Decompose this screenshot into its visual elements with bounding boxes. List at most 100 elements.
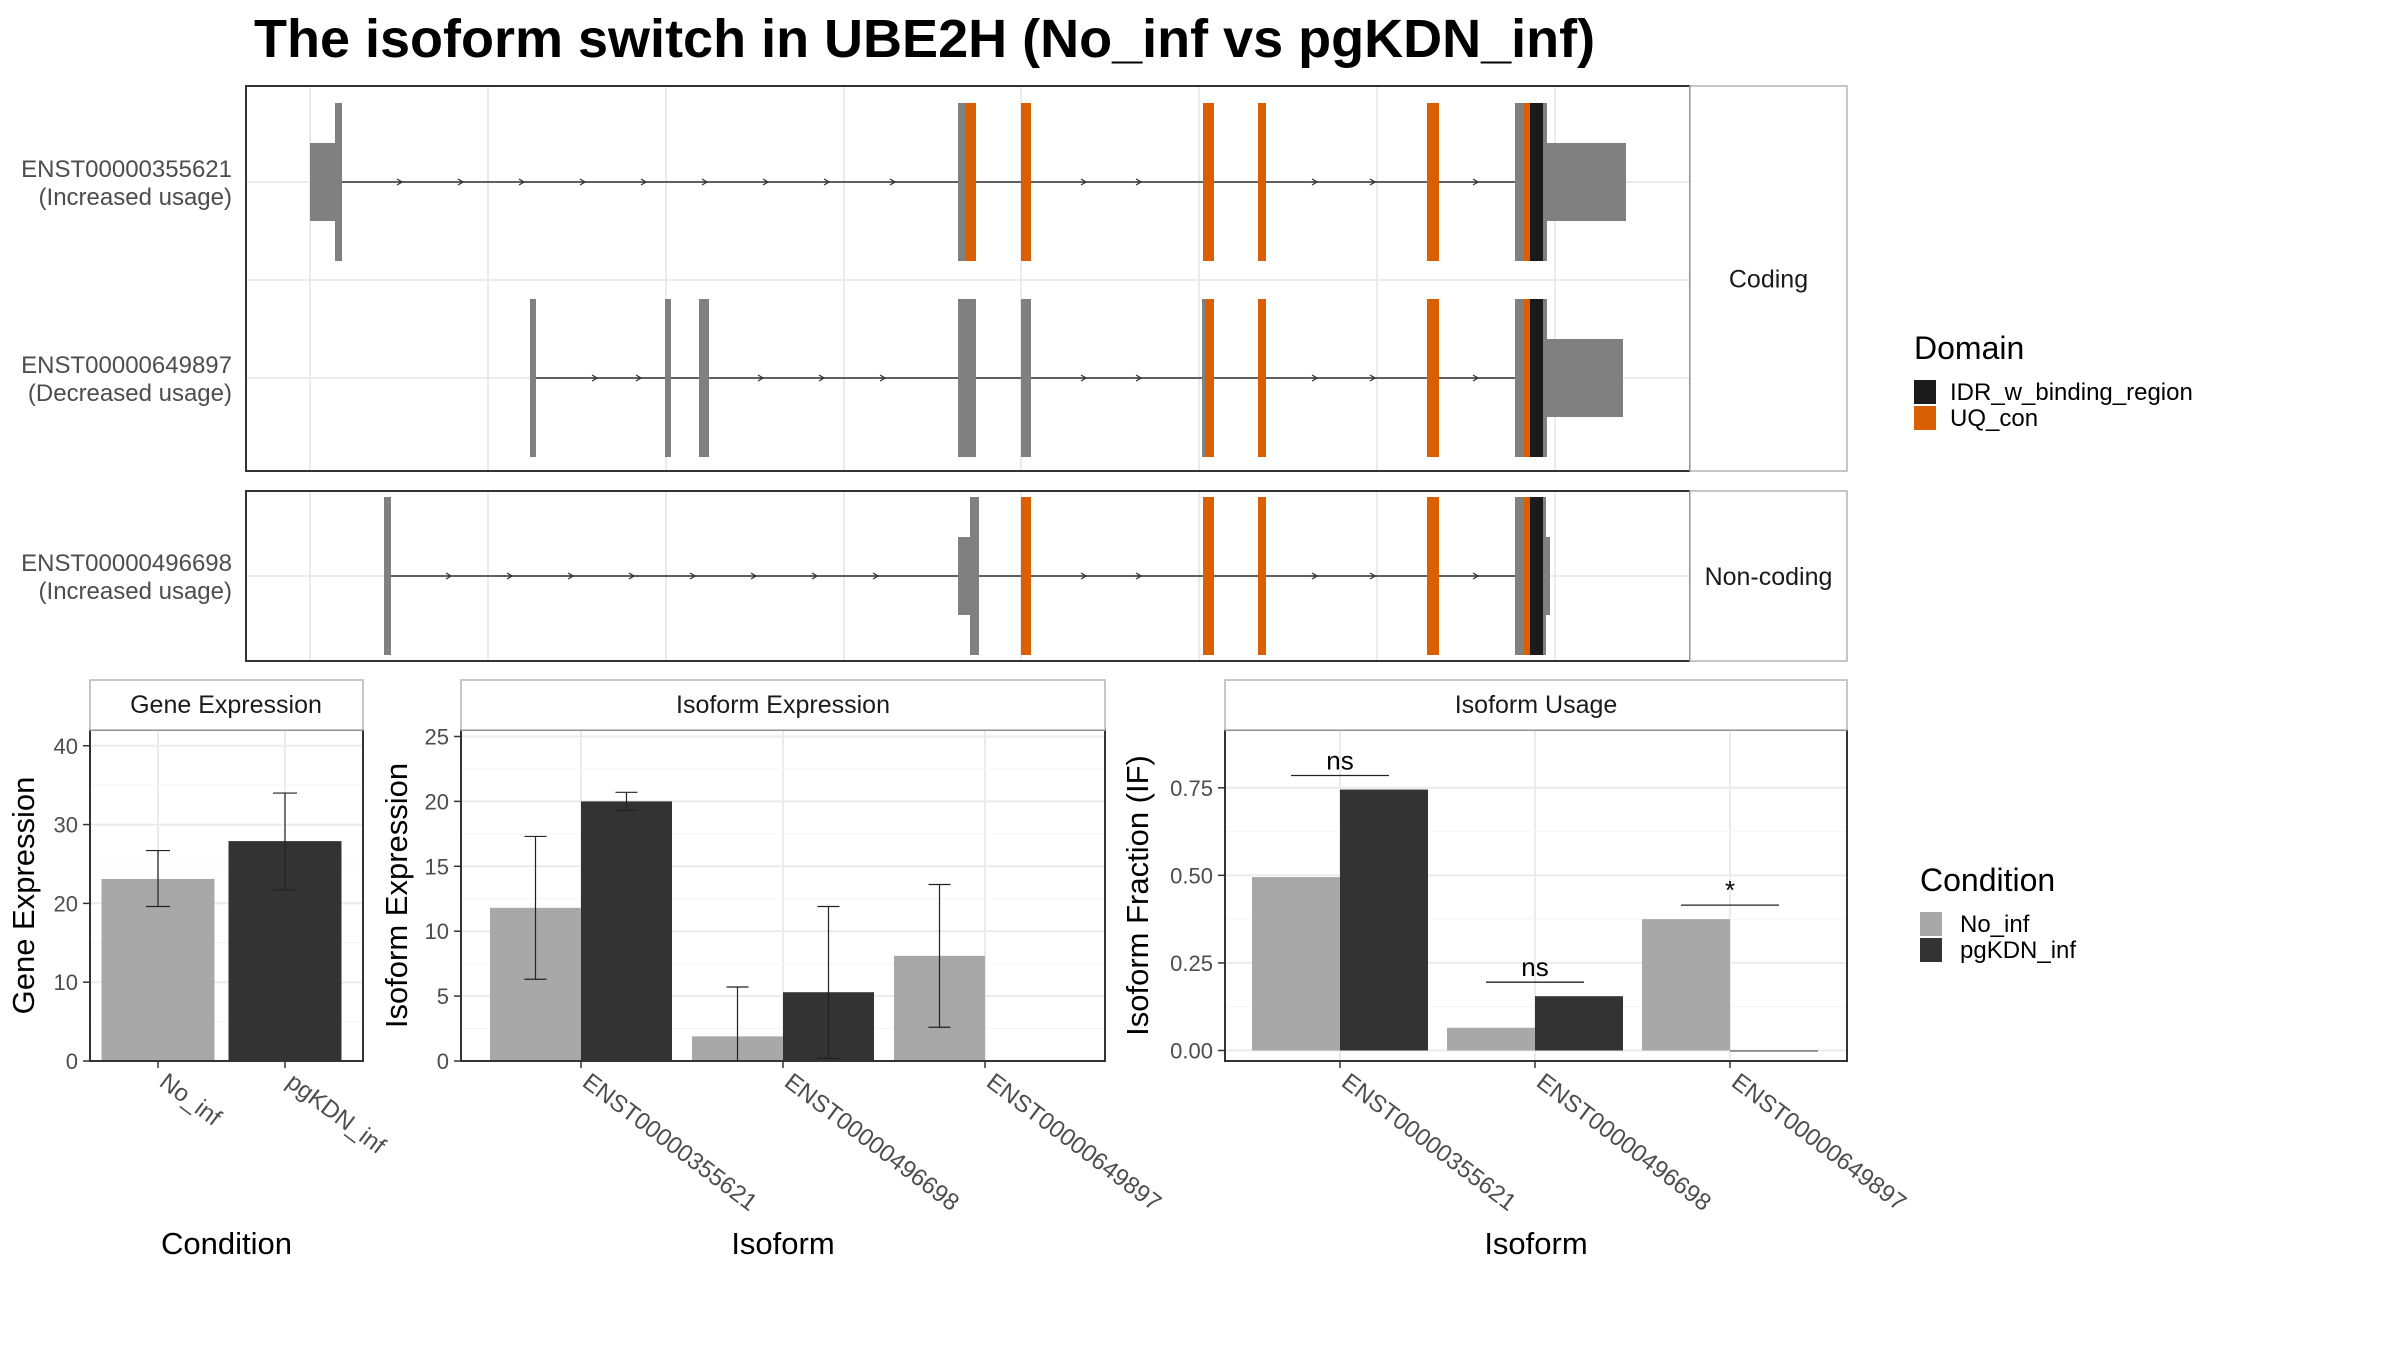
exon xyxy=(1543,299,1547,457)
y-tick-label: 20 xyxy=(425,789,449,814)
y-tick-label: 0 xyxy=(437,1049,449,1074)
direction-arrow xyxy=(628,572,636,580)
isoform-structure-plot: ENST00000355621(Increased usage)ENST0000… xyxy=(21,85,1848,662)
exon xyxy=(1021,299,1031,457)
condition-legend-label: pgKDN_inf xyxy=(1960,937,2076,964)
direction-arrow xyxy=(457,178,465,186)
uq-con-domain xyxy=(1524,103,1530,261)
chart-title: Isoform Usage xyxy=(1455,691,1618,719)
direction-arrow xyxy=(879,374,887,382)
structure-panel-0: ENST00000355621(Increased usage) ENST0000… xyxy=(21,85,1848,472)
bar-chart-panel-1: 0 5 10 15 20 25 Isoform Expression ENST00000355… xyxy=(379,679,1166,1261)
exon xyxy=(665,299,671,457)
uq-con-domain xyxy=(1524,497,1530,655)
direction-arrow xyxy=(1135,374,1143,382)
uq-con-domain xyxy=(1021,103,1031,261)
domain-legend-label: UQ_con xyxy=(1950,405,2038,432)
y-tick-label: 30 xyxy=(54,813,78,838)
isoform-track xyxy=(530,299,1623,457)
direction-arrow xyxy=(757,374,765,382)
y-tick-label: 5 xyxy=(437,984,449,1009)
uq-con-domain xyxy=(1258,299,1266,457)
uq-con-domain xyxy=(1258,103,1266,261)
x-tick-label: ENST00000496698 xyxy=(1531,1068,1716,1216)
figure-title: The isoform switch in UBE2H (No_inf vs p… xyxy=(254,9,1595,69)
y-tick-label: 0.50 xyxy=(1170,863,1213,888)
exon xyxy=(1547,339,1623,417)
direction-arrow xyxy=(591,374,599,382)
y-tick-label: 10 xyxy=(54,970,78,995)
facet-strip xyxy=(460,679,1106,731)
x-tick-label: ENST00000355621 xyxy=(1336,1068,1521,1216)
facet-strip-label: Coding xyxy=(1729,266,1808,294)
direction-arrow xyxy=(818,374,826,382)
x-tick-label: ENST00000649897 xyxy=(981,1068,1166,1216)
bar-charts: 0 10 20 30 40 Gene Expression No_inf pgKDN_inf C… xyxy=(6,679,1911,1261)
y-tick-label: 25 xyxy=(425,724,449,749)
y-axis-title: Gene Expression xyxy=(6,777,41,1015)
direction-arrow xyxy=(1472,178,1480,186)
direction-arrow xyxy=(872,572,880,580)
direction-arrow xyxy=(889,178,897,186)
isoform-track xyxy=(384,497,1550,655)
y-tick-label: 10 xyxy=(425,919,449,944)
x-tick-label: ENST00000355621 xyxy=(577,1068,762,1216)
isoform-track xyxy=(310,103,1626,261)
uq-con-domain xyxy=(1203,497,1214,655)
direction-arrow xyxy=(1472,374,1480,382)
bar xyxy=(1642,919,1730,1051)
isoform-id-label: ENST00000496698 xyxy=(21,550,232,577)
direction-arrow xyxy=(1472,572,1480,580)
exon xyxy=(970,497,979,655)
direction-arrow xyxy=(1311,572,1319,580)
uq-con-domain xyxy=(1203,103,1214,261)
exon xyxy=(384,497,391,655)
exon xyxy=(958,537,970,615)
x-tick-label: ENST00000496698 xyxy=(779,1068,964,1216)
y-tick-label: 15 xyxy=(425,854,449,879)
bar xyxy=(581,801,672,1061)
bar-chart-panel-0: 0 10 20 30 40 Gene Expression No_inf pgKDN_inf C… xyxy=(6,679,391,1261)
exon xyxy=(1543,497,1546,655)
y-axis-title: Isoform Fraction (IF) xyxy=(1120,755,1155,1036)
direction-arrow xyxy=(750,572,758,580)
y-tick-label: 0.25 xyxy=(1170,951,1213,976)
direction-arrow xyxy=(689,572,697,580)
y-tick-label: 40 xyxy=(54,734,78,759)
isoform-usage-label: (Increased usage) xyxy=(39,578,232,605)
idr-domain xyxy=(1530,103,1543,261)
uq-con-domain xyxy=(1427,103,1439,261)
exon xyxy=(1543,103,1547,261)
direction-arrow xyxy=(811,572,819,580)
chart-title: Isoform Expression xyxy=(676,691,890,719)
domain-legend-title: Domain xyxy=(1914,330,2024,366)
uq-con-domain xyxy=(1021,497,1031,655)
isoform-usage-label: (Decreased usage) xyxy=(28,380,232,407)
y-tick-label: 0.75 xyxy=(1170,776,1213,801)
direction-arrow xyxy=(762,178,770,186)
bar xyxy=(1447,1027,1535,1051)
direction-arrow xyxy=(1135,572,1143,580)
y-tick-label: 0 xyxy=(66,1049,78,1074)
facet-strip xyxy=(1224,679,1848,731)
domain-legend-label: IDR_w_binding_region xyxy=(1950,379,2193,406)
significance-label: ns xyxy=(1521,952,1548,982)
exon xyxy=(1515,497,1524,655)
uq-con-domain xyxy=(1205,299,1214,457)
exon xyxy=(1515,103,1524,261)
bar xyxy=(1535,996,1623,1051)
exon xyxy=(335,103,342,261)
exon xyxy=(699,299,709,457)
exon xyxy=(1515,299,1524,457)
exon xyxy=(958,103,966,261)
direction-arrow xyxy=(1080,178,1088,186)
direction-arrow xyxy=(701,178,709,186)
bar xyxy=(1730,1050,1818,1052)
exon xyxy=(958,299,976,457)
direction-arrow xyxy=(1311,374,1319,382)
x-axis-title: Isoform xyxy=(1484,1226,1587,1261)
significance-label: * xyxy=(1725,875,1735,905)
direction-arrow xyxy=(1080,374,1088,382)
exon xyxy=(310,143,339,221)
